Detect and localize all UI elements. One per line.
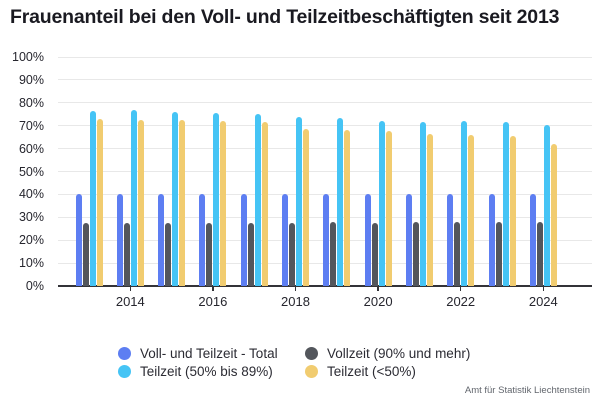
- bar-2020-series-0: [364, 194, 371, 286]
- y-tick-label: 50%: [18, 164, 44, 179]
- bar-2014-series-2: [130, 109, 137, 286]
- x-tick-mark: [129, 286, 132, 291]
- x-tick-label-2018: 2018: [281, 294, 310, 309]
- chart-title: Frauenanteil bei den Voll- und Teilzeitb…: [10, 6, 560, 28]
- legend-label: Teilzeit (50% bis 89%): [140, 363, 273, 379]
- bar-2015-series-0: [158, 194, 165, 286]
- gridline-60: [58, 148, 592, 150]
- bar-2019-series-3: [344, 130, 351, 286]
- bar-2016-series-3: [220, 121, 227, 286]
- y-tick-label: 0%: [25, 279, 44, 293]
- bar-2014-series-3: [137, 119, 144, 286]
- bar-2013-series-0: [75, 194, 82, 286]
- x-tick-mark: [459, 286, 462, 291]
- gridline-50: [58, 171, 592, 172]
- legend-label: Vollzeit (90% und mehr): [327, 345, 471, 361]
- y-tick-label: 10%: [18, 256, 44, 271]
- bar-2023-series-3: [509, 136, 516, 286]
- gridline-40: [58, 193, 592, 195]
- gridline-90: [58, 79, 592, 81]
- bar-2016-series-1: [206, 223, 213, 286]
- y-tick-label: 20%: [18, 233, 44, 248]
- x-tick-mark: [377, 286, 379, 291]
- x-tick-mark: [212, 286, 214, 291]
- bar-2023-series-1: [495, 221, 502, 286]
- bar-2020-series-1: [371, 223, 378, 286]
- legend-dot-icon: [118, 364, 131, 378]
- y-tick-label: 80%: [18, 95, 44, 110]
- y-tick-label: 30%: [18, 210, 44, 225]
- bar-2022-series-1: [454, 221, 461, 286]
- legend-label: Voll- und Teilzeit - Total: [140, 345, 278, 361]
- x-tick-label-2020: 2020: [363, 294, 393, 309]
- bar-2024-series-2: [543, 124, 550, 286]
- legend-item-0[interactable]: Voll- und Teilzeit - Total: [118, 344, 278, 362]
- bar-2019-series-1: [330, 221, 337, 286]
- y-tick-label: 100%: [12, 50, 44, 64]
- bar-2018-series-3: [303, 129, 309, 286]
- bar-2022-series-3: [468, 134, 475, 286]
- bar-2019-series-0: [323, 194, 330, 286]
- legend-item-1[interactable]: Vollzeit (90% und mehr): [305, 344, 470, 362]
- x-tick-mark: [542, 286, 545, 291]
- bar-2019-series-2: [337, 117, 344, 286]
- bar-2020-series-2: [378, 121, 385, 286]
- legend-label: Teilzeit (<50%): [327, 363, 416, 379]
- x-tick-label-2022: 2022: [446, 294, 476, 309]
- gridline-70: [58, 125, 592, 127]
- bar-2015-series-2: [172, 111, 179, 286]
- bar-2020-series-3: [385, 131, 392, 286]
- bar-2022-series-2: [461, 121, 468, 286]
- bar-2021-series-2: [419, 122, 426, 286]
- bar-2016-series-0: [199, 194, 206, 286]
- bar-2018-series-2: [296, 116, 302, 286]
- bar-2021-series-0: [405, 194, 412, 286]
- bar-2024-series-3: [550, 144, 557, 286]
- bar-2024-series-1: [536, 221, 543, 286]
- bar-2017-series-1: [247, 223, 254, 286]
- y-tick-label: 70%: [18, 118, 44, 133]
- bar-2024-series-0: [529, 194, 536, 286]
- bar-2016-series-2: [213, 113, 220, 286]
- bar-2014-series-1: [123, 223, 130, 286]
- bar-2018-series-1: [289, 223, 295, 286]
- legend-dot-icon: [305, 364, 318, 378]
- y-tick-label: 60%: [18, 141, 44, 156]
- gridline-100: [58, 56, 592, 58]
- bar-2023-series-2: [502, 122, 509, 286]
- y-axis-labels: 0% 10% 20% 30% 40% 50% 60% 70% 80% 90% 100%: [0, 50, 50, 293]
- x-tick-label-2016: 2016: [198, 294, 228, 309]
- bar-2021-series-1: [412, 221, 419, 286]
- x-tick-label-2024: 2024: [528, 294, 558, 309]
- x-tick-label-2014: 2014: [115, 294, 145, 309]
- bar-2022-series-0: [447, 194, 454, 286]
- bar-2017-series-0: [240, 194, 247, 286]
- x-axis-line: [58, 285, 592, 287]
- legend-item-2[interactable]: Teilzeit (50% bis 89%): [118, 362, 273, 380]
- bar-2013-series-3: [96, 118, 103, 286]
- legend-row-1: Voll- und Teilzeit - Total Vollzeit (90% …: [0, 344, 600, 362]
- bar-2017-series-2: [254, 114, 261, 286]
- bar-2013-series-2: [89, 110, 96, 286]
- gridline-80: [58, 102, 592, 104]
- bar-2018-series-0: [282, 194, 288, 286]
- bar-2021-series-3: [426, 133, 433, 286]
- legend-row-2: Teilzeit (50% bis 89%) Teilzeit (<50%): [0, 362, 600, 380]
- bar-2015-series-3: [179, 119, 186, 286]
- source-credit: Amt für Statistik Liechtenstein: [464, 385, 590, 396]
- bar-2015-series-1: [165, 223, 172, 286]
- x-tick-mark: [294, 286, 297, 291]
- bar-2017-series-3: [261, 122, 268, 286]
- y-tick-label: 90%: [18, 72, 44, 87]
- bar-2013-series-1: [82, 223, 89, 286]
- bar-2023-series-0: [488, 194, 495, 286]
- legend-dot-icon: [305, 346, 318, 360]
- y-tick-label: 40%: [18, 187, 44, 202]
- bar-2014-series-0: [116, 194, 123, 286]
- plot-area: 2014 2016 2018 2020 2022 2024: [58, 56, 592, 309]
- legend-item-3[interactable]: Teilzeit (<50%): [305, 362, 416, 380]
- legend-dot-icon: [118, 346, 131, 360]
